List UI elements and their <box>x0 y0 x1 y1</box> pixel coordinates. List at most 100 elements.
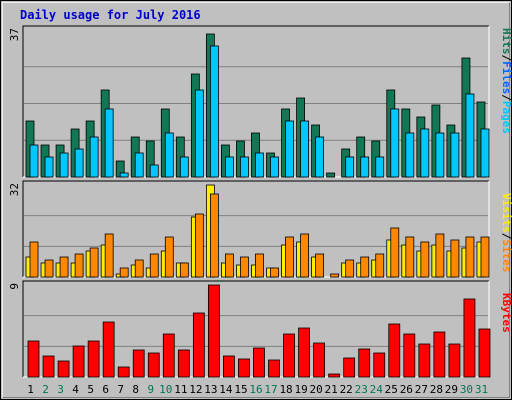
day-label-19: 19 <box>294 383 307 396</box>
legend-separator: / <box>500 94 512 101</box>
bar-files-day-28 <box>435 132 445 178</box>
bar-files-day-3 <box>59 152 69 178</box>
bar-kbytes-day-27 <box>418 343 431 378</box>
legend-kbytes: KBytes <box>500 293 512 333</box>
bar-kbytes-day-24 <box>373 352 386 378</box>
day-label-26: 26 <box>400 383 413 396</box>
bar-files-day-23 <box>360 156 370 178</box>
bar-kbytes-day-23 <box>358 348 371 378</box>
panel-border-dark <box>22 25 489 177</box>
panel-border-dark <box>22 180 489 277</box>
bar-sites-day-3 <box>59 256 69 278</box>
bar-files-day-10 <box>164 132 174 178</box>
bar-kbytes-day-16 <box>253 347 265 378</box>
day-label-7: 7 <box>117 383 124 396</box>
bar-sites-day-19 <box>300 233 309 278</box>
panel-kbytes: 9 <box>8 280 491 378</box>
day-label-24: 24 <box>370 383 384 396</box>
bar-files-day-9 <box>149 164 159 178</box>
bar-kbytes-day-21 <box>328 373 341 378</box>
day-label-8: 8 <box>132 383 139 396</box>
bar-sites-day-10 <box>164 236 174 278</box>
bar-files-day-31 <box>480 128 490 178</box>
bar-kbytes-day-9 <box>147 352 160 378</box>
bar-kbytes-day-29 <box>448 343 461 378</box>
day-label-4: 4 <box>72 383 79 396</box>
day-label-14: 14 <box>219 383 233 396</box>
legend-visits-sites: Visits/Sites <box>500 193 512 273</box>
day-label-22: 22 <box>340 383 353 396</box>
bar-sites-day-14 <box>225 253 234 278</box>
bar-sites-day-6 <box>104 233 114 278</box>
bar-sites-day-31 <box>480 236 490 278</box>
bar-files-day-19 <box>300 120 309 178</box>
bar-sites-day-16 <box>255 253 264 278</box>
bar-files-day-26 <box>405 132 415 178</box>
day-label-20: 20 <box>310 383 323 396</box>
bar-files-day-18 <box>285 120 294 178</box>
legend-separator: / <box>500 55 512 62</box>
day-label-21: 21 <box>325 383 338 396</box>
bar-sites-day-17 <box>270 267 279 278</box>
bar-sites-day-20 <box>315 253 325 278</box>
legend-item-files: Files <box>500 61 512 94</box>
bar-files-day-14 <box>225 156 234 178</box>
day-label-30: 30 <box>460 383 473 396</box>
bar-files-day-4 <box>74 148 84 178</box>
bar-sites-day-30 <box>465 236 475 278</box>
bar-files-day-25 <box>390 108 400 178</box>
bar-kbytes-day-19 <box>298 327 310 378</box>
bar-kbytes-day-12 <box>192 312 205 378</box>
bar-sites-day-28 <box>435 233 445 278</box>
legend-pages-files-hits: Hits/Files/Pages <box>500 28 512 134</box>
bar-kbytes-day-10 <box>162 333 175 378</box>
day-label-1: 1 <box>27 383 34 396</box>
bar-files-day-5 <box>89 136 99 178</box>
day-label-15: 15 <box>234 383 247 396</box>
day-label-31: 31 <box>475 383 488 396</box>
legend-item-pages: Pages <box>500 101 512 134</box>
bar-files-day-11 <box>179 156 189 178</box>
bar-sites-day-29 <box>450 239 460 278</box>
scale-label: 37 <box>8 28 21 41</box>
bar-files-day-24 <box>375 156 385 178</box>
bar-kbytes-day-3 <box>57 360 70 378</box>
panel-visits-sites: 32 <box>8 180 490 278</box>
bar-files-day-12 <box>194 89 204 178</box>
day-label-17: 17 <box>264 383 277 396</box>
bar-sites-day-8 <box>134 259 144 278</box>
bar-files-day-29 <box>450 132 460 178</box>
bar-kbytes-day-18 <box>283 333 295 378</box>
day-label-27: 27 <box>415 383 428 396</box>
bar-sites-day-26 <box>405 236 415 278</box>
panel-pages-files-hits: 37 <box>8 25 490 178</box>
day-label-6: 6 <box>102 383 109 396</box>
bar-kbytes-day-13 <box>207 284 220 378</box>
day-label-29: 29 <box>445 383 458 396</box>
bar-kbytes-day-22 <box>343 357 356 378</box>
bar-kbytes-day-30 <box>463 298 476 378</box>
bar-files-day-30 <box>465 93 475 178</box>
bar-kbytes-day-5 <box>87 340 100 378</box>
scale-label: 32 <box>8 183 21 196</box>
bar-sites-day-11 <box>179 262 189 278</box>
bar-kbytes-day-8 <box>132 349 145 378</box>
day-label-9: 9 <box>147 383 154 396</box>
bar-sites-day-12 <box>194 213 204 278</box>
bar-sites-day-15 <box>240 256 249 278</box>
bar-kbytes-day-14 <box>223 355 235 378</box>
day-label-16: 16 <box>249 383 262 396</box>
bar-sites-day-9 <box>149 253 159 278</box>
bar-files-day-17 <box>270 156 279 178</box>
day-label-12: 12 <box>189 383 202 396</box>
bar-kbytes-day-28 <box>433 331 446 378</box>
bar-sites-day-24 <box>375 253 385 278</box>
bar-files-day-1 <box>29 144 39 178</box>
bar-kbytes-day-2 <box>42 355 55 378</box>
bar-kbytes-day-6 <box>102 321 115 378</box>
day-label-13: 13 <box>204 383 217 396</box>
bar-files-day-13 <box>209 45 219 178</box>
bar-kbytes-day-26 <box>403 333 416 378</box>
bar-files-day-7 <box>119 172 129 178</box>
legend-item-kbytes: KBytes <box>500 293 512 333</box>
